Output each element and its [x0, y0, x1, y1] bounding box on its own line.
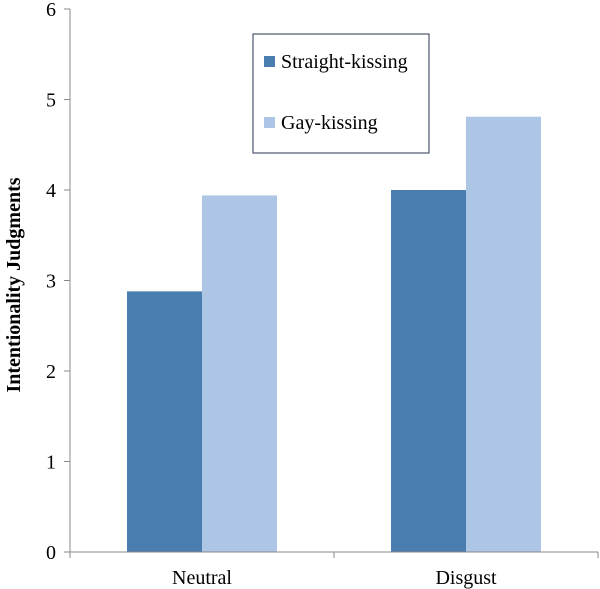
legend-swatch [264, 117, 275, 128]
y-tick-label: 4 [46, 180, 56, 202]
y-tick-label: 3 [46, 271, 56, 293]
y-tick-label: 1 [46, 452, 56, 474]
legend-label: Gay-kissing [281, 112, 378, 134]
bar-straight-kissing-neutral [127, 291, 202, 552]
y-tick-label: 2 [46, 361, 56, 383]
y-tick-label: 5 [46, 90, 56, 112]
legend-label: Straight-kissing [281, 51, 408, 73]
legend-box [252, 33, 430, 154]
x-tick-label: Neutral [172, 567, 232, 589]
legend-swatch [264, 56, 275, 67]
bar-gay-kissing-neutral [202, 195, 277, 552]
y-axis-title: Intentionality Judgments [3, 177, 25, 392]
bar-straight-kissing-disgust [391, 190, 466, 552]
bar-gay-kissing-disgust [466, 116, 541, 552]
legend: Straight-kissing Gay-kissing [252, 33, 430, 154]
y-tick-label: 6 [46, 0, 56, 21]
y-tick-label: 0 [46, 542, 56, 564]
x-tick-label: Disgust [435, 567, 497, 589]
